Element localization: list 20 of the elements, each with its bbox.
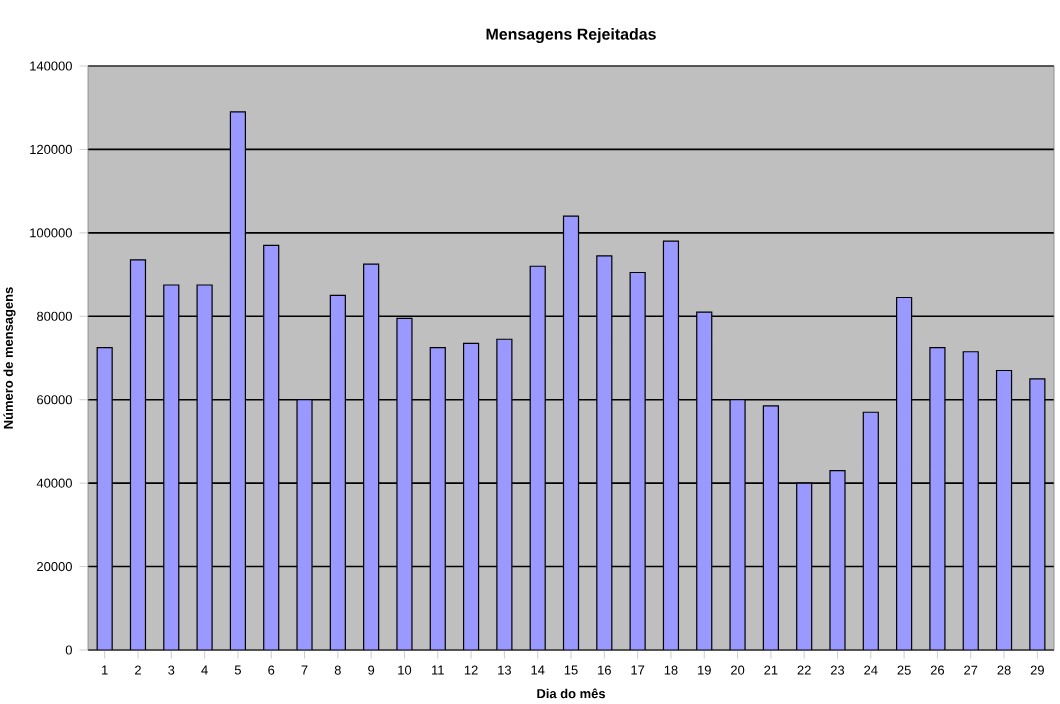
bar xyxy=(129,259,147,650)
bar xyxy=(96,346,113,650)
bar xyxy=(662,240,680,650)
bar xyxy=(762,405,779,650)
bar xyxy=(862,411,879,650)
bar xyxy=(962,351,979,650)
bar xyxy=(596,255,613,650)
bar xyxy=(229,111,247,650)
bar xyxy=(429,346,446,650)
bar xyxy=(329,294,346,650)
bar xyxy=(529,265,546,650)
bar xyxy=(163,284,180,650)
bar xyxy=(562,215,580,650)
bar xyxy=(696,311,713,650)
bar xyxy=(263,244,280,650)
bar xyxy=(796,482,813,650)
bar xyxy=(995,369,1013,650)
bar xyxy=(363,263,380,650)
bar xyxy=(462,342,480,650)
bar xyxy=(896,296,913,650)
